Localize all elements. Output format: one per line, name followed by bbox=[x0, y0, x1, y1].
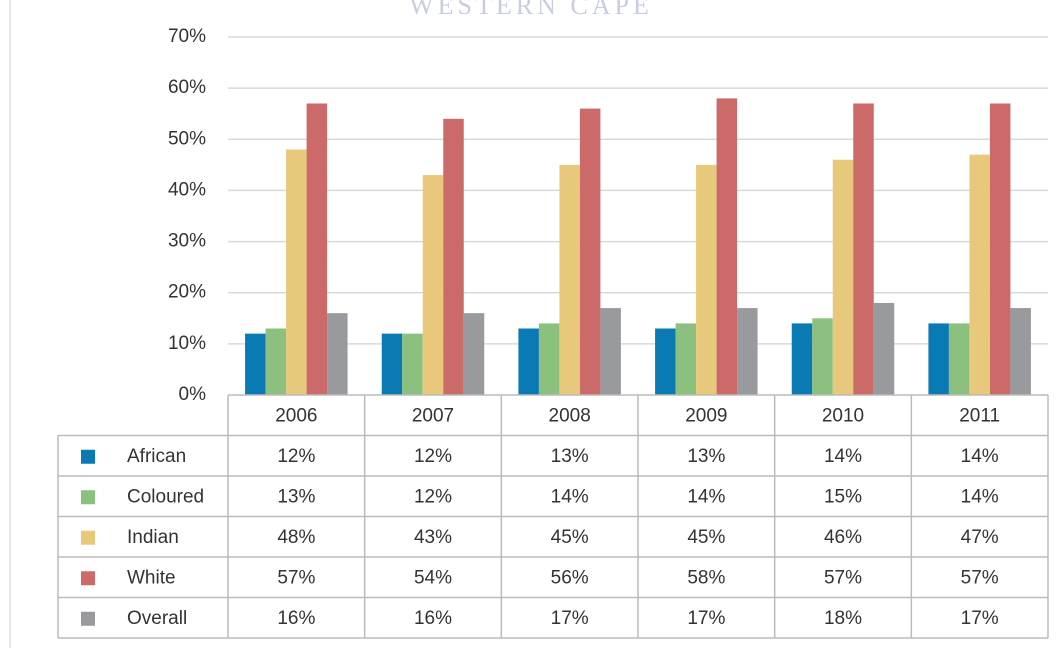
table-value: 12% bbox=[414, 486, 452, 507]
x-tick-label: 2011 bbox=[959, 405, 1000, 426]
y-tick-label: 50% bbox=[168, 128, 206, 149]
table-value: 13% bbox=[687, 446, 725, 467]
table-value: 16% bbox=[277, 608, 315, 629]
y-tick-label: 30% bbox=[168, 231, 206, 252]
x-tick-label: 2006 bbox=[275, 405, 317, 426]
table-value: 14% bbox=[961, 486, 999, 507]
table-value: 14% bbox=[687, 486, 725, 507]
x-tick-label: 2007 bbox=[412, 405, 454, 426]
bar bbox=[675, 323, 697, 395]
legend-label: Overall bbox=[127, 608, 187, 629]
legend-label: Coloured bbox=[127, 486, 204, 507]
table-value: 17% bbox=[551, 608, 589, 629]
bar bbox=[716, 98, 738, 395]
bar bbox=[737, 308, 758, 395]
legend-swatch bbox=[81, 571, 95, 586]
table-value: 14% bbox=[551, 486, 589, 507]
bar bbox=[853, 103, 874, 395]
legend-swatch bbox=[81, 530, 95, 545]
bar bbox=[989, 103, 1011, 395]
table-value: 18% bbox=[824, 608, 862, 629]
bar bbox=[559, 164, 580, 395]
y-tick-label: 40% bbox=[168, 179, 206, 200]
bar bbox=[832, 159, 854, 395]
legend-label: African bbox=[127, 446, 186, 467]
bar bbox=[265, 328, 287, 395]
x-tick-label: 2008 bbox=[549, 405, 591, 426]
table-value: 16% bbox=[414, 608, 452, 629]
x-tick-label: 2009 bbox=[685, 405, 727, 426]
legend-swatch bbox=[81, 490, 95, 505]
table-value: 54% bbox=[414, 567, 452, 588]
bar bbox=[579, 108, 601, 395]
table-value: 57% bbox=[961, 567, 999, 588]
bar bbox=[873, 302, 895, 395]
bar bbox=[245, 333, 266, 395]
bar bbox=[600, 308, 621, 395]
table-value: 13% bbox=[551, 446, 589, 467]
bar bbox=[812, 318, 833, 395]
bar bbox=[463, 313, 485, 395]
y-tick-label: 20% bbox=[168, 282, 206, 303]
bar bbox=[443, 118, 464, 395]
bar bbox=[538, 323, 560, 395]
table-value: 47% bbox=[961, 527, 999, 548]
table-value: 17% bbox=[961, 608, 999, 629]
bar bbox=[402, 333, 423, 395]
bar bbox=[655, 328, 676, 395]
x-tick-label: 2010 bbox=[822, 405, 864, 426]
table-value: 57% bbox=[824, 567, 862, 588]
table-value: 13% bbox=[277, 486, 315, 507]
table-value: 58% bbox=[687, 567, 725, 588]
table-value: 17% bbox=[687, 608, 725, 629]
table-value: 43% bbox=[414, 527, 452, 548]
bar bbox=[381, 333, 403, 395]
bar bbox=[948, 323, 970, 395]
table-value: 56% bbox=[551, 567, 589, 588]
bar bbox=[1010, 308, 1031, 395]
bar bbox=[969, 154, 990, 395]
table-value: 14% bbox=[961, 446, 999, 467]
bar bbox=[286, 149, 307, 395]
y-tick-label: 0% bbox=[179, 384, 207, 405]
table-value: 14% bbox=[824, 446, 862, 467]
bar bbox=[327, 313, 348, 395]
bar bbox=[791, 323, 813, 395]
bar bbox=[696, 164, 717, 395]
table-value: 12% bbox=[414, 446, 452, 467]
bar bbox=[518, 328, 539, 395]
y-tick-label: 10% bbox=[168, 333, 206, 354]
table-value: 46% bbox=[824, 527, 862, 548]
y-tick-label: 60% bbox=[168, 77, 206, 98]
bar bbox=[928, 323, 949, 395]
legend-label: White bbox=[127, 567, 176, 588]
bar bbox=[306, 103, 328, 395]
table-value: 45% bbox=[687, 527, 725, 548]
table-value: 15% bbox=[824, 486, 862, 507]
table-value: 12% bbox=[277, 446, 315, 467]
y-tick-label: 70% bbox=[168, 26, 206, 47]
table-value: 48% bbox=[277, 527, 315, 548]
legend-label: Indian bbox=[127, 527, 179, 548]
legend-swatch bbox=[81, 449, 95, 464]
table-value: 45% bbox=[551, 527, 589, 548]
bar bbox=[422, 175, 444, 395]
legend-swatch bbox=[81, 611, 95, 626]
table-value: 57% bbox=[277, 567, 315, 588]
watermark: WESTERN CAPE bbox=[409, 0, 653, 20]
